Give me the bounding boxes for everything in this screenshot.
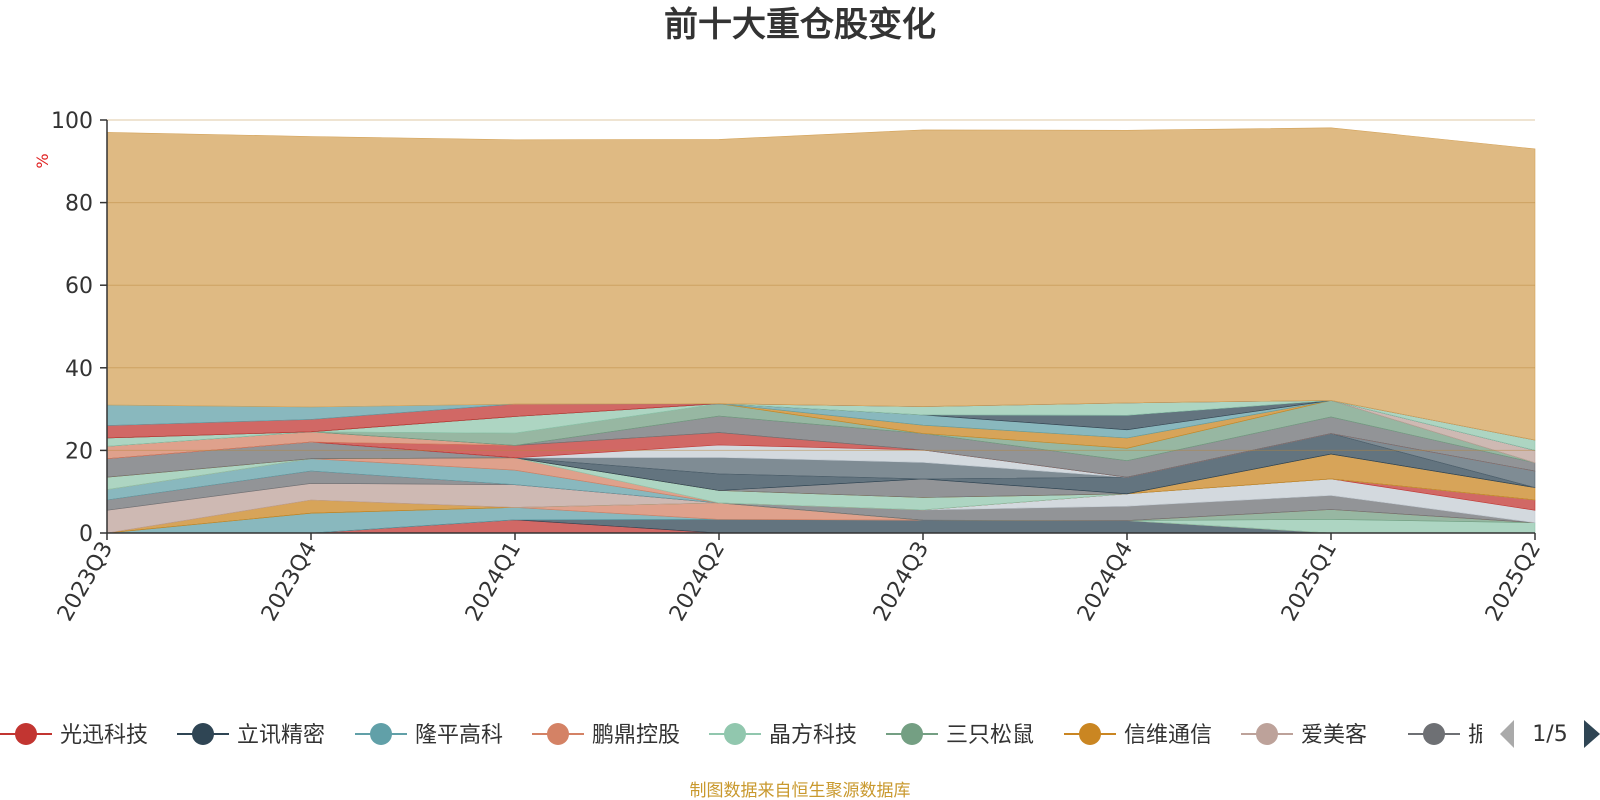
legend-marker-icon [15,723,37,745]
y-axis-label: % [33,153,52,168]
footer-source: 制图数据来自恒生聚源数据库 [690,781,911,800]
grid-lines [107,119,1535,451]
legend-page-indicator: 1/5 [1532,722,1567,747]
y-ticks: 0 20 40 60 80 100 [51,109,107,547]
x-ticks: 2023Q3 2023Q4 2024Q1 2024Q2 2024Q3 2024Q4 2025… [53,533,1546,626]
area-series-31[interactable] [106,127,1536,441]
legend-label: 隆平高科 [415,723,503,748]
legend-label: 立讯精密 [237,723,325,748]
y-tick-label-1: 20 [65,439,93,464]
legend-marker-icon [1256,723,1278,745]
legend-item[interactable]: 立讯精密 [177,723,325,748]
x-tick-label-2: 2024Q1 [461,538,526,626]
x-tick-label-6: 2025Q1 [1277,538,1342,626]
legend-item[interactable]: 鹏鼎控股 [532,723,680,748]
legend-marker-icon [192,723,214,745]
legend-pager: 1/5 [1500,720,1600,748]
legend-item[interactable]: 隆平高科 [355,723,503,748]
x-tick-label-1: 2023Q4 [257,538,322,626]
x-tick-label-4: 2024Q3 [869,538,934,626]
legend-label: 晶方科技 [769,723,857,748]
legend-marker-icon [547,723,569,745]
legend-item[interactable]: 信维通信 [1064,723,1212,748]
chart-title: 前十大重仓股变化 [664,5,936,45]
legend-next-icon[interactable] [1584,720,1600,748]
legend-item[interactable]: 晶方科技 [709,723,857,748]
x-tick-label-7: 2025Q2 [1481,538,1546,626]
legend-marker-icon [370,723,392,745]
y-tick-label-0: 0 [79,522,93,547]
legend-marker-icon [901,723,923,745]
y-tick-label-5: 100 [51,109,93,134]
legend: 光迅科技 立讯精密 隆平高科 鹏鼎控股 晶方科技 三只松鼠 信维通信 爱美客 振华科技 [0,723,1556,748]
x-tick-label-0: 2023Q3 [53,538,118,626]
legend-label: 爱美客 [1301,723,1367,748]
legend-item[interactable]: 光迅科技 [0,723,148,748]
y-tick-label-3: 60 [65,274,93,299]
x-tick-label-3: 2024Q2 [665,538,730,626]
x-tick-label-5: 2024Q4 [1073,538,1138,626]
y-tick-label-2: 40 [65,357,93,382]
legend-label: 信维通信 [1124,723,1212,748]
axes [106,120,1535,534]
legend-marker-icon [1423,723,1445,745]
legend-item[interactable]: 爱美客 [1241,723,1367,748]
legend-marker-icon [1079,723,1101,745]
legend-label: 光迅科技 [60,723,148,748]
legend-label: 鹏鼎控股 [592,723,680,748]
plot-areas [106,127,1536,534]
legend-marker-icon [724,723,746,745]
legend-label: 振华科技 [1468,723,1556,748]
legend-label: 三只松鼠 [946,723,1034,748]
legend-item[interactable]: 振华科技 [1408,723,1556,748]
y-tick-label-4: 80 [65,192,93,217]
legend-prev-icon[interactable] [1500,720,1514,748]
legend-items: 光迅科技 立讯精密 隆平高科 鹏鼎控股 晶方科技 三只松鼠 信维通信 爱美客 振华科技 [0,723,1556,748]
legend-item[interactable]: 三只松鼠 [886,723,1034,748]
